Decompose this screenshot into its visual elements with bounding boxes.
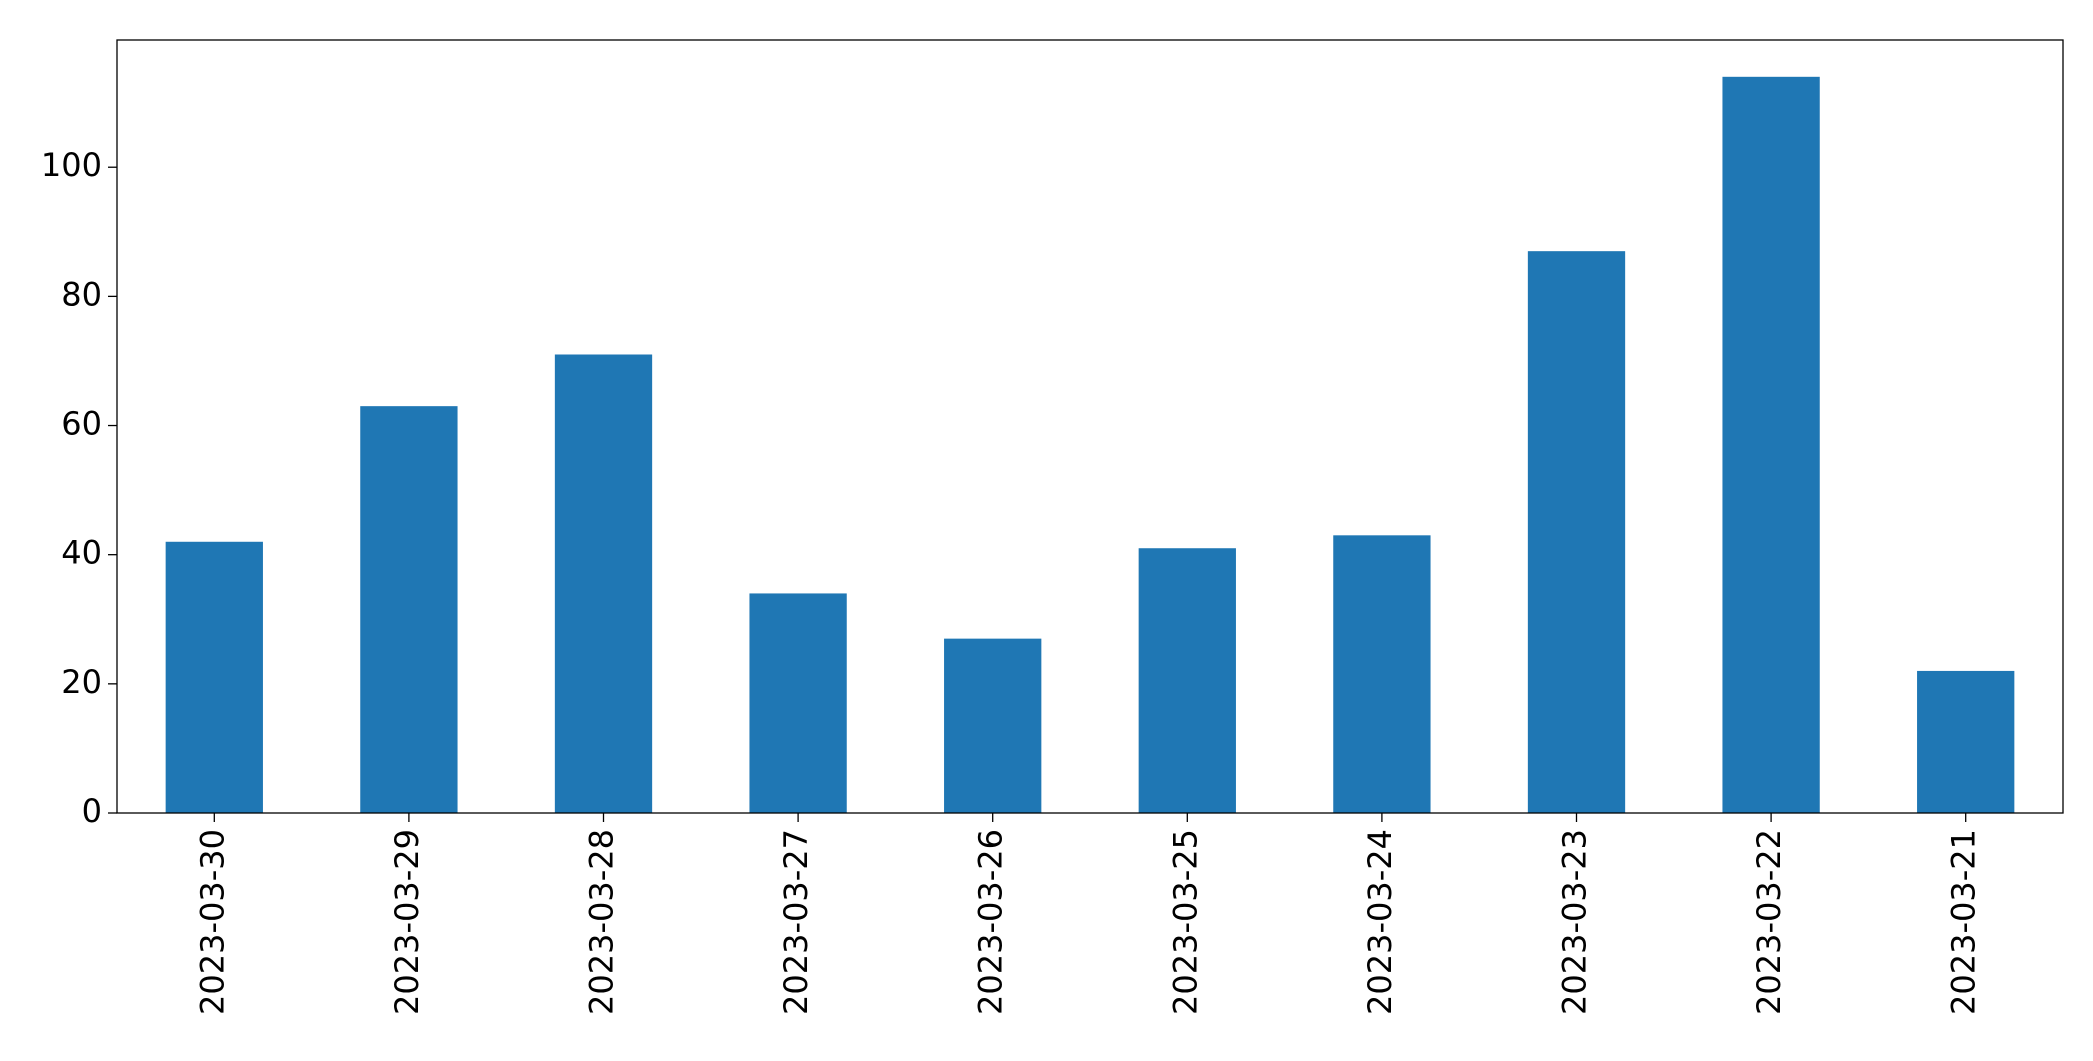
bar [1722, 76, 1820, 814]
bar [944, 638, 1042, 813]
y-tick-label: 0 [82, 792, 102, 830]
bar [1917, 670, 2015, 813]
bar [165, 541, 263, 813]
bar [360, 406, 458, 813]
x-tick-label: 2023-03-23 [1556, 829, 1594, 1015]
bar [1333, 535, 1431, 813]
x-tick-label: 2023-03-27 [777, 829, 815, 1015]
y-tick-label: 60 [61, 405, 102, 443]
y-tick-label: 80 [61, 275, 102, 313]
y-tick-label: 20 [61, 663, 102, 701]
x-tick-label: 2023-03-30 [193, 829, 231, 1015]
bar [1138, 548, 1236, 813]
x-tick-label: 2023-03-22 [1750, 829, 1788, 1015]
plot-frame [116, 39, 2064, 814]
bar [749, 593, 847, 813]
y-tick-label: 100 [41, 146, 102, 184]
x-tick-label: 2023-03-29 [388, 829, 426, 1015]
x-tick-label: 2023-03-28 [583, 829, 621, 1015]
y-tick-label: 40 [61, 534, 102, 572]
x-tick-label: 2023-03-25 [1166, 829, 1204, 1015]
x-tick-label: 2023-03-21 [1945, 829, 1983, 1015]
bar [554, 354, 653, 813]
x-tick-label: 2023-03-24 [1361, 829, 1399, 1015]
x-tick-label: 2023-03-26 [972, 829, 1010, 1015]
bar [1527, 251, 1626, 814]
